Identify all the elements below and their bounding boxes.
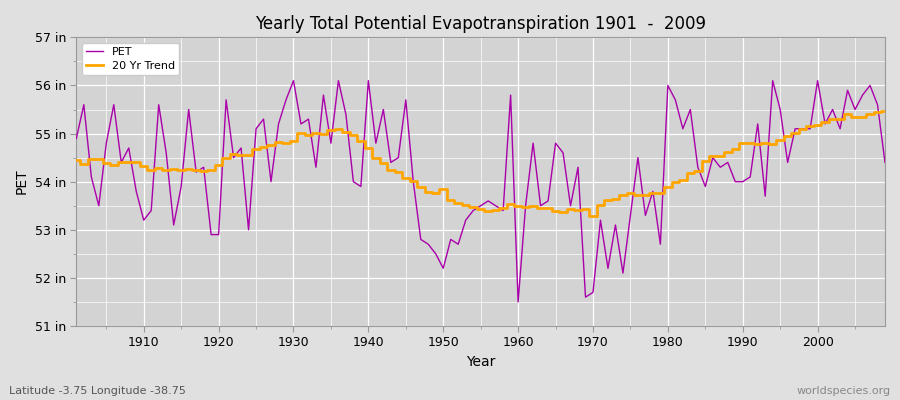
20 Yr Trend	[879, 108, 890, 113]
20 Yr Trend	[588, 214, 598, 219]
20 Yr Trend	[71, 157, 82, 162]
PET	[513, 300, 524, 304]
20 Yr Trend	[610, 197, 621, 202]
Text: Latitude -3.75 Longitude -38.75: Latitude -3.75 Longitude -38.75	[9, 386, 186, 396]
Line: 20 Yr Trend: 20 Yr Trend	[76, 111, 885, 216]
PET	[527, 141, 538, 146]
X-axis label: Year: Year	[466, 355, 495, 369]
20 Yr Trend	[295, 131, 306, 136]
20 Yr Trend	[130, 160, 141, 165]
Legend: PET, 20 Yr Trend: PET, 20 Yr Trend	[82, 43, 179, 75]
PET	[71, 136, 82, 141]
Line: PET: PET	[76, 81, 885, 302]
20 Yr Trend	[340, 129, 351, 134]
20 Yr Trend	[513, 204, 524, 209]
20 Yr Trend	[505, 202, 516, 206]
PET	[130, 189, 141, 194]
PET	[617, 271, 628, 276]
PET	[303, 117, 314, 122]
PET	[348, 179, 359, 184]
Title: Yearly Total Potential Evapotranspiration 1901  -  2009: Yearly Total Potential Evapotranspiratio…	[256, 15, 706, 33]
Text: worldspecies.org: worldspecies.org	[796, 386, 891, 396]
PET	[879, 160, 890, 165]
PET	[288, 78, 299, 83]
PET	[520, 203, 531, 208]
Y-axis label: PET: PET	[15, 169, 29, 194]
